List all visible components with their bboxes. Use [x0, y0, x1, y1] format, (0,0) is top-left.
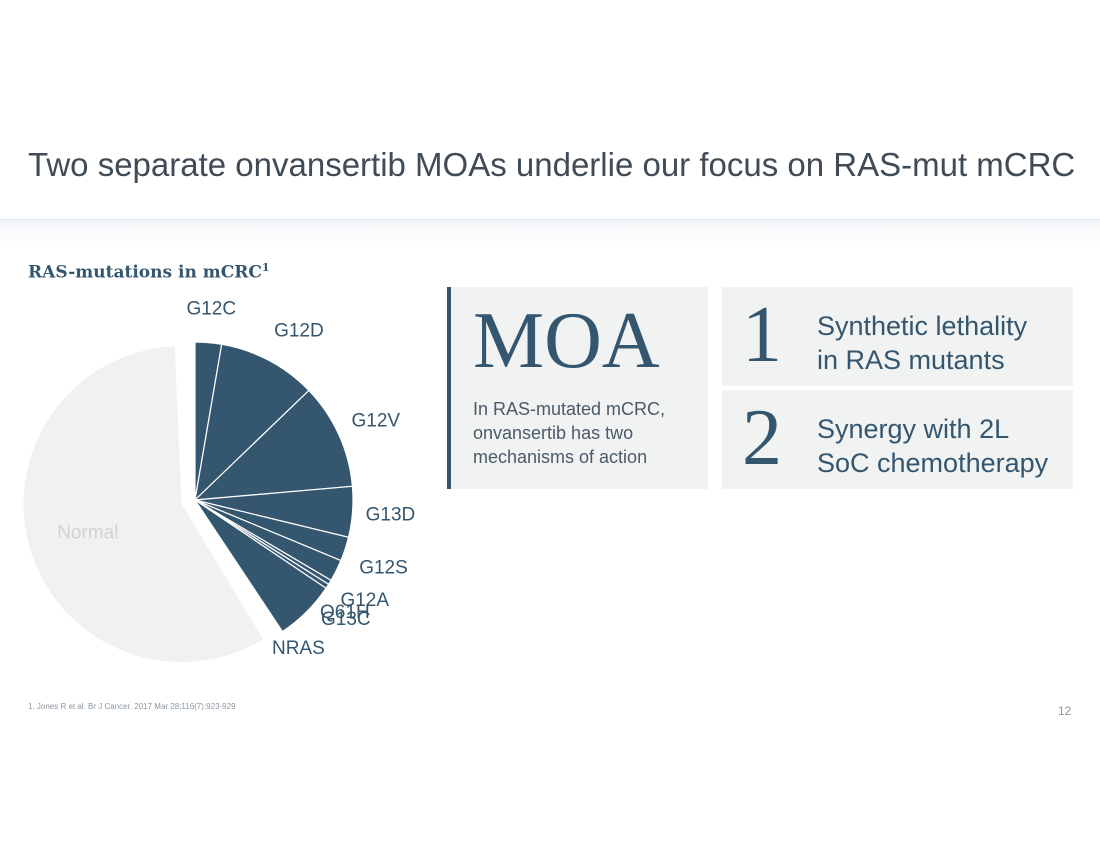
moa-panel: MOA In RAS-mutated mCRC, onvansertib has… — [447, 287, 708, 489]
pie-label-g13c: G13C — [321, 609, 371, 630]
moa-heading: MOA — [473, 297, 660, 385]
mechanism-text: Synergy with 2L SoC chemotherapy — [817, 412, 1067, 480]
mechanism-number: 2 — [742, 394, 782, 482]
pie-label-g12s: G12S — [359, 558, 408, 579]
mechanism-card-1: 1 Synthetic lethality in RAS mutants — [722, 287, 1073, 386]
pie-slice-normal — [23, 346, 264, 663]
chart-heading-footnote-ref: 1 — [261, 261, 270, 274]
pie-label-g12c: G12C — [186, 300, 236, 320]
chart-heading: RAS-mutations in mCRC1 — [28, 261, 270, 283]
footnote: 1. Jones R et al. Br J Cancer. 2017 Mar … — [28, 702, 236, 711]
pie-label-nras: NRAS — [272, 638, 325, 659]
pie-slice-g12v — [193, 389, 354, 501]
mechanism-text-line: Synergy with 2L — [817, 414, 1010, 444]
moa-description-line: mechanisms of action — [473, 447, 648, 467]
pie-label-g12d: G12D — [274, 320, 324, 341]
moa-description-line: In RAS-mutated mCRC, — [473, 399, 666, 419]
mechanism-text: Synthetic lethality in RAS mutants — [817, 309, 1067, 377]
pie-label-g12a: G12A — [340, 590, 389, 611]
pie-label-g13d: G13D — [366, 505, 416, 526]
chart-heading-text: RAS-mutations in mCRC — [28, 262, 262, 283]
mechanism-text-line: Synthetic lethality — [817, 311, 1028, 341]
pie-slice-g12d — [194, 343, 310, 502]
mechanism-text-line: in RAS mutants — [817, 345, 1005, 375]
title-divider — [0, 219, 1100, 246]
pie-label-q61h: Q61H — [320, 602, 370, 623]
pie-slice-nras — [194, 499, 327, 633]
page-number: 12 — [1058, 704, 1072, 718]
pie-label-normal: Normal — [57, 522, 118, 543]
mechanism-card-2: 2 Synergy with 2L SoC chemotherapy — [722, 390, 1073, 489]
moa-description-line: onvansertib has two — [473, 423, 634, 443]
moa-description: In RAS-mutated mCRC, onvansertib has two… — [473, 397, 713, 469]
slide-title: Two separate onvansertib MOAs underlie o… — [28, 146, 1076, 183]
mechanism-text-line: SoC chemotherapy — [817, 448, 1049, 478]
mechanism-number: 1 — [742, 291, 782, 379]
pie-label-g12v: G12V — [352, 411, 401, 432]
